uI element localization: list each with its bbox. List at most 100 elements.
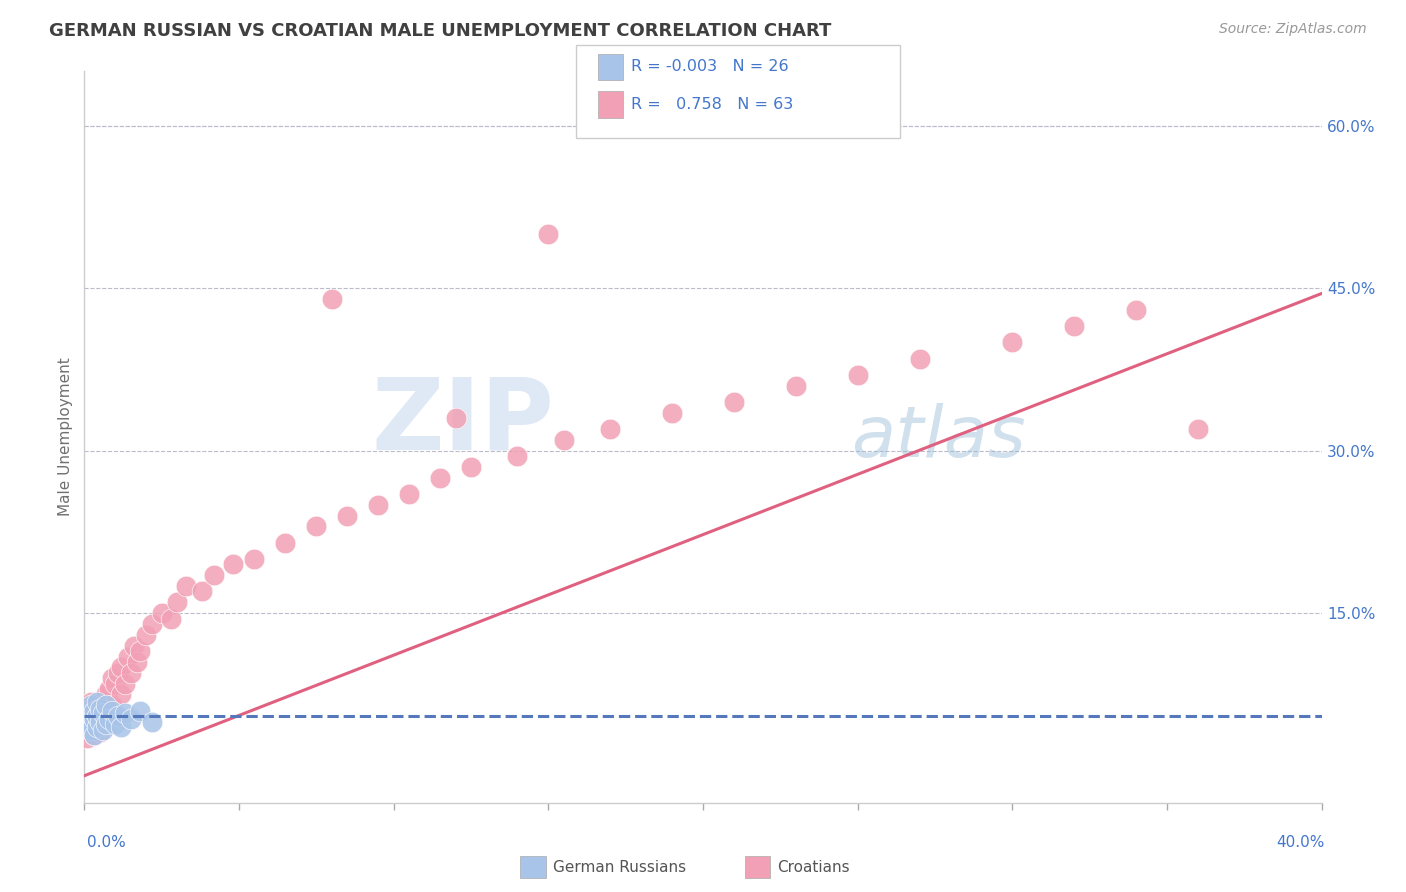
Point <box>114 676 136 690</box>
Point <box>120 665 142 680</box>
Point <box>83 727 105 741</box>
Point <box>129 704 152 718</box>
Point <box>86 709 108 723</box>
Point <box>79 695 101 709</box>
Point <box>91 706 114 720</box>
Point <box>83 704 105 718</box>
Point <box>76 709 98 723</box>
Point <box>846 368 869 382</box>
Point <box>274 535 297 549</box>
Point <box>76 731 98 745</box>
Point <box>104 716 127 731</box>
Point <box>91 693 114 707</box>
Point <box>89 701 111 715</box>
Y-axis label: Male Unemployment: Male Unemployment <box>58 358 73 516</box>
Point <box>460 459 482 474</box>
Point <box>101 704 124 718</box>
Text: German Russians: German Russians <box>553 860 686 874</box>
Point <box>79 709 101 723</box>
Point <box>1001 335 1024 350</box>
Point <box>661 406 683 420</box>
Point <box>785 378 807 392</box>
Point <box>176 579 198 593</box>
Point <box>79 723 101 738</box>
Text: atlas: atlas <box>852 402 1026 472</box>
Point <box>129 644 152 658</box>
Point <box>398 487 420 501</box>
Point <box>321 292 343 306</box>
Point <box>86 706 108 720</box>
Point <box>125 655 148 669</box>
Point <box>94 716 117 731</box>
Point <box>1125 302 1147 317</box>
Point <box>117 649 139 664</box>
Point <box>89 701 111 715</box>
Point <box>76 704 98 718</box>
Point <box>110 660 132 674</box>
Point <box>104 676 127 690</box>
Point <box>86 720 108 734</box>
Point <box>83 727 105 741</box>
Point <box>79 723 101 738</box>
Point <box>83 698 105 713</box>
Text: GERMAN RUSSIAN VS CROATIAN MALE UNEMPLOYMENT CORRELATION CHART: GERMAN RUSSIAN VS CROATIAN MALE UNEMPLOY… <box>49 22 831 40</box>
Point <box>114 706 136 720</box>
Point <box>222 558 245 572</box>
Point <box>135 628 157 642</box>
Text: R =   0.758   N = 63: R = 0.758 N = 63 <box>631 97 793 112</box>
Point <box>86 720 108 734</box>
Point <box>367 498 389 512</box>
Text: 40.0%: 40.0% <box>1277 836 1324 850</box>
Point <box>141 617 163 632</box>
Point <box>91 723 114 738</box>
Point <box>107 709 129 723</box>
Point <box>94 688 117 702</box>
Point <box>98 712 121 726</box>
Point <box>160 611 183 625</box>
Point <box>243 552 266 566</box>
Point <box>336 508 359 523</box>
Point <box>79 706 101 720</box>
Point <box>83 712 105 726</box>
Point <box>191 584 214 599</box>
Point <box>723 395 745 409</box>
Point <box>89 714 111 729</box>
Point <box>202 568 225 582</box>
Text: Croatians: Croatians <box>778 860 851 874</box>
Point <box>599 422 621 436</box>
Point <box>908 351 931 366</box>
Text: 0.0%: 0.0% <box>87 836 127 850</box>
Point <box>76 716 98 731</box>
Point <box>101 671 124 685</box>
Point <box>104 709 127 723</box>
Point <box>110 720 132 734</box>
Point <box>1063 318 1085 333</box>
Point <box>86 695 108 709</box>
Point <box>89 725 111 739</box>
Point <box>94 698 117 713</box>
Point <box>150 606 173 620</box>
Point <box>122 639 145 653</box>
Text: R = -0.003   N = 26: R = -0.003 N = 26 <box>631 60 789 74</box>
Point <box>107 665 129 680</box>
Point <box>98 704 121 718</box>
Point <box>141 714 163 729</box>
Point <box>537 227 560 241</box>
Point <box>120 712 142 726</box>
Point <box>83 712 105 726</box>
Point <box>79 698 101 713</box>
Point <box>91 716 114 731</box>
Point <box>1187 422 1209 436</box>
Point <box>110 688 132 702</box>
Point <box>429 471 451 485</box>
Point <box>166 595 188 609</box>
Point <box>94 712 117 726</box>
Point <box>98 681 121 696</box>
Point <box>553 433 575 447</box>
Point <box>506 449 529 463</box>
Point <box>444 411 467 425</box>
Point <box>305 519 328 533</box>
Point <box>101 698 124 713</box>
Text: ZIP: ZIP <box>371 374 554 471</box>
Text: Source: ZipAtlas.com: Source: ZipAtlas.com <box>1219 22 1367 37</box>
